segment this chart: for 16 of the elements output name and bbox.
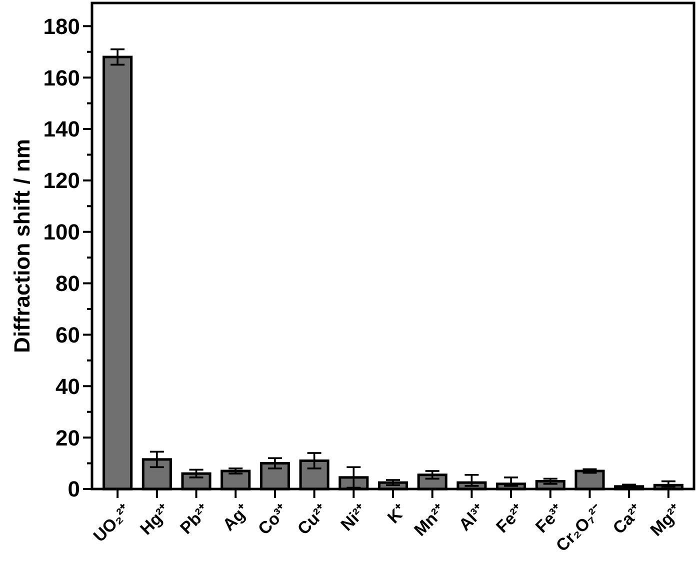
x-tick-label: K⁺ [384, 500, 410, 528]
x-tick-label: Ni²⁺ [337, 500, 371, 535]
y-axis-title: Diffraction shift / nm [10, 139, 35, 353]
y-tick-label: 140 [43, 116, 80, 142]
x-tick-label: Ca²⁺ [609, 500, 646, 538]
x-tick-label: Al³⁺ [455, 500, 489, 535]
y-tick-label: 180 [43, 14, 80, 39]
y-tick-label: 160 [43, 65, 80, 90]
y-tick-label: 120 [43, 168, 80, 194]
y-tick-label: 60 [56, 322, 80, 348]
y-tick-label: 80 [56, 270, 80, 296]
y-tick-label: 40 [56, 374, 80, 399]
y-tick-label: 0 [68, 476, 80, 502]
y-tick-label: 100 [43, 220, 80, 245]
y-tick-label: 20 [56, 425, 80, 450]
x-tick-label: Ag⁺ [219, 500, 253, 535]
